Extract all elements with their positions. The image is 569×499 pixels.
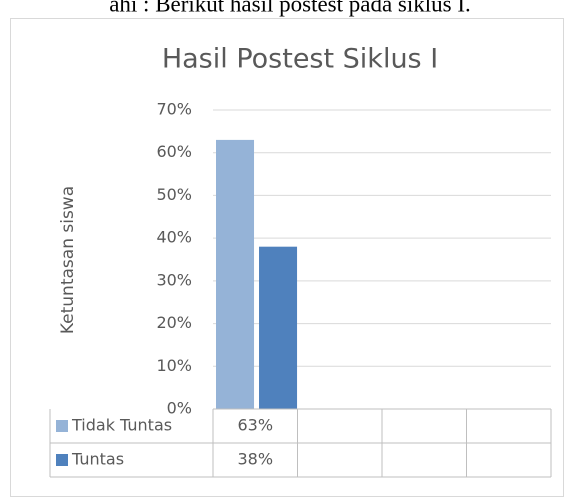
legend-swatch: [56, 454, 68, 466]
y-tick-label: 60%: [156, 142, 192, 161]
chart-title: Hasil Postest Siklus I: [162, 44, 438, 75]
y-tick-label: 70%: [156, 100, 192, 119]
page-text: ahi : Berikut hasil postest pada siklus …: [109, 0, 471, 16]
y-tick-label: 20%: [156, 313, 192, 332]
data-label: 63%: [237, 416, 273, 435]
y-tick-label: 30%: [156, 270, 192, 289]
y-axis-title: Ketuntasan siswa: [58, 186, 78, 334]
y-tick-label: 0%: [167, 399, 192, 418]
legend-swatch: [56, 420, 68, 432]
legend-label: Tidak Tuntas: [71, 416, 172, 435]
data-label: 38%: [237, 450, 273, 469]
bar: [216, 139, 255, 409]
y-tick-label: 40%: [156, 228, 192, 247]
bar: [259, 246, 298, 409]
y-tick-label: 10%: [156, 356, 192, 375]
y-tick-label: 50%: [156, 185, 192, 204]
legend-label: Tuntas: [71, 450, 124, 469]
